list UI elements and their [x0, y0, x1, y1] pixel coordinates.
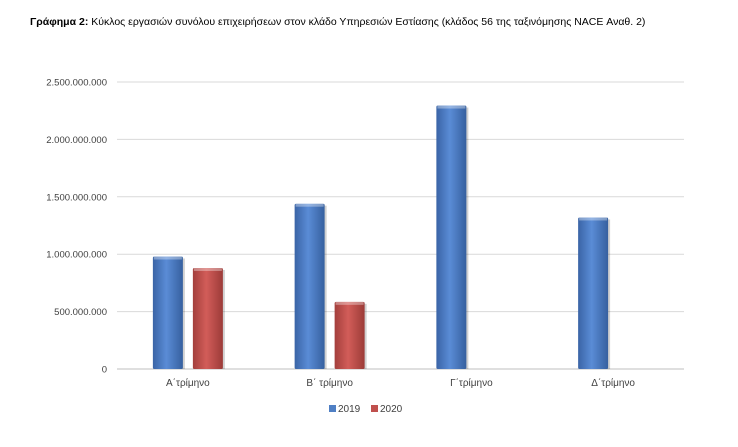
y-tick-label: 1.000.000.000: [46, 250, 107, 261]
bar-bevel: [193, 267, 222, 271]
bar-bevel: [153, 256, 182, 260]
bar-2019-2: [294, 203, 325, 369]
x-axis-category-labels: Α΄τρίμηνο Β΄ τρίμηνο Γ΄τρίμηνο Δ΄τρίμηνο: [166, 377, 635, 389]
legend-label-2019: 2019: [338, 404, 361, 415]
y-tick-label: 2.000.000.000: [46, 135, 107, 146]
chart-title-prefix: Γράφημα 2:: [30, 16, 89, 28]
legend-label-2020: 2020: [380, 404, 403, 415]
bar-2020-1: [192, 267, 223, 369]
y-axis-tick-labels: 0 500.000.000 1.000.000.000 1.500.000.000 2.…: [46, 78, 107, 376]
legend-swatch-2019: [329, 405, 336, 412]
chart-title-text: Κύκλος εργασιών συνόλου επιχειρήσεων στο…: [88, 16, 646, 28]
bar-2019-4: [578, 217, 609, 369]
bar-bevel: [437, 105, 466, 109]
bar-2020-2: [334, 301, 365, 369]
y-tick-label: 0: [102, 365, 107, 376]
legend: 2019 2020: [329, 404, 403, 415]
bar-2019-1: [152, 256, 183, 369]
bar-bevel: [295, 203, 324, 207]
y-tick-label: 1.500.000.000: [46, 192, 107, 203]
chart-title: Γράφημα 2: Κύκλος εργασιών συνόλου επιχε…: [30, 16, 720, 29]
y-tick-label: 500.000.000: [54, 307, 107, 318]
bar-bevel: [579, 217, 608, 221]
x-category-label: Γ΄τρίμηνο: [450, 377, 493, 389]
bar-2019-3: [436, 105, 467, 369]
bars: [152, 105, 611, 369]
x-category-label: Α΄τρίμηνο: [166, 377, 210, 389]
bar-bevel: [335, 301, 364, 305]
x-category-label: Δ΄τρίμηνο: [591, 377, 635, 389]
x-category-label: Β΄ τρίμηνο: [306, 377, 353, 389]
legend-swatch-2020: [371, 405, 378, 412]
y-tick-label: 2.500.000.000: [46, 78, 107, 89]
